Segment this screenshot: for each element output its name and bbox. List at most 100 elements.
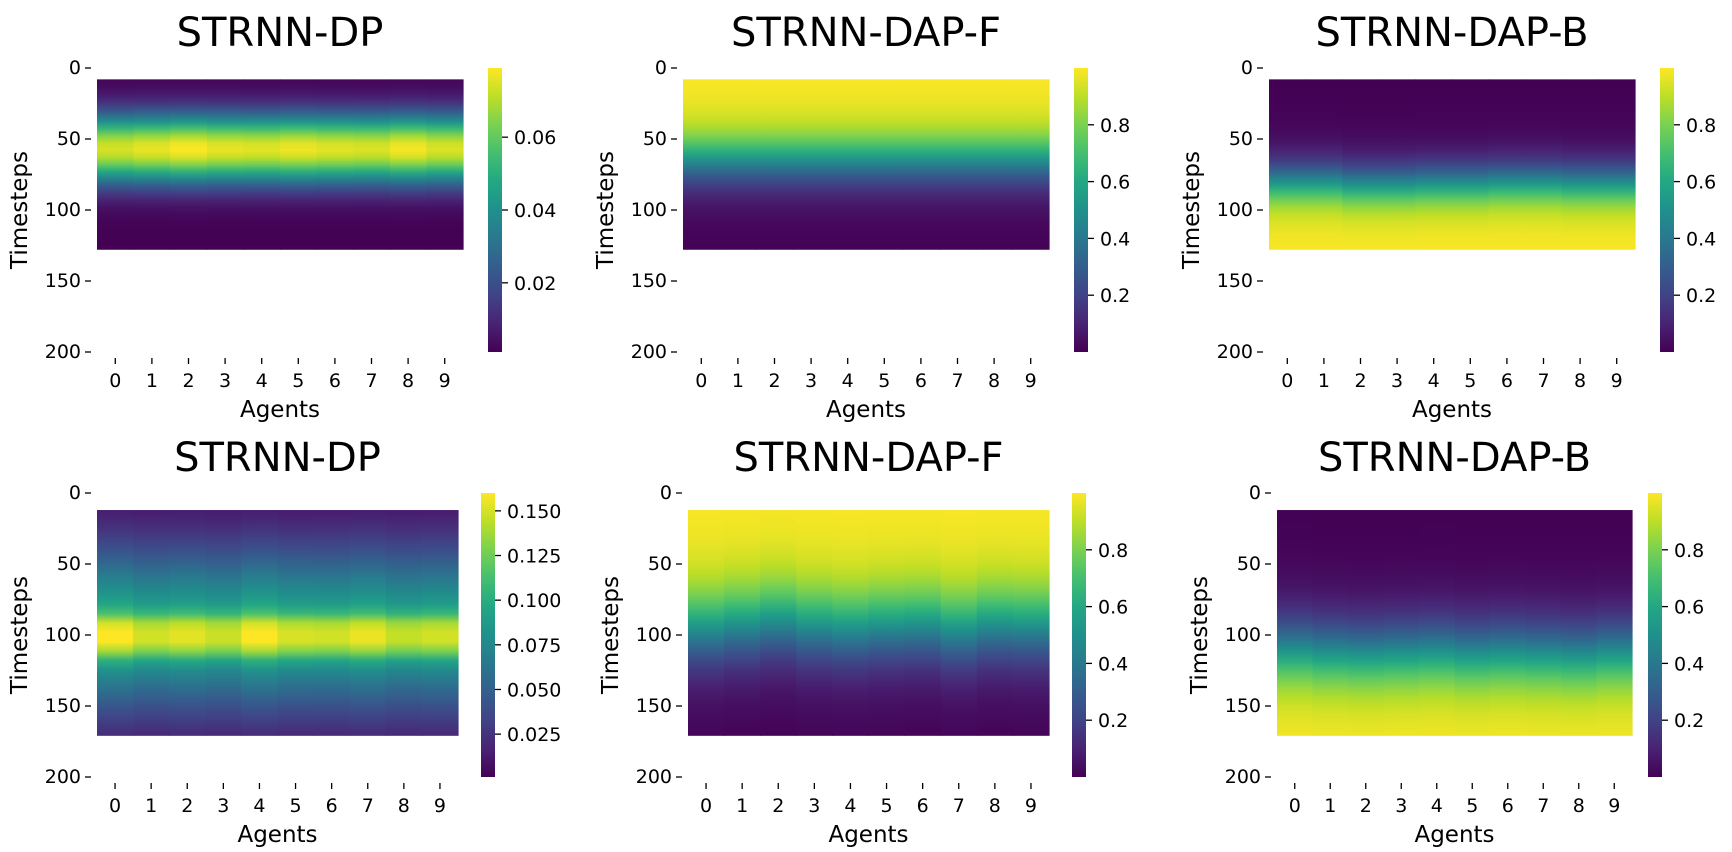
y-tick-label: 0 — [1241, 57, 1253, 79]
x-tick-label: 4 — [842, 370, 854, 392]
chart-title: STRNN-DP — [174, 435, 381, 481]
colorbar — [488, 68, 502, 352]
heatmap-cell-agent-8 — [1561, 510, 1598, 736]
heatmap-cell-agent-7 — [349, 510, 387, 736]
colorbar-tick-label: 0.04 — [514, 200, 556, 222]
heatmap-cell-agent-1 — [133, 79, 171, 250]
y-tick-label: 150 — [631, 270, 667, 292]
y-axis-label: Timesteps — [7, 576, 33, 695]
colorbar-tick-label: 0.8 — [1674, 540, 1704, 562]
y-tick-label: 50 — [1237, 553, 1261, 575]
x-tick-label: 8 — [1574, 370, 1586, 392]
heatmap-cell-agent-3 — [1378, 79, 1416, 250]
x-tick-label: 6 — [915, 370, 927, 392]
x-axis-label: Agents — [826, 397, 906, 423]
heatmap-cell-agent-8 — [976, 510, 1014, 736]
y-tick-label: 0 — [69, 57, 81, 79]
x-tick-label: 9 — [1608, 795, 1620, 817]
x-tick-label: 5 — [881, 795, 893, 817]
y-tick-label: 200 — [45, 341, 81, 363]
heatmap-cell-agent-9 — [421, 510, 459, 736]
y-tick-label: 0 — [69, 482, 81, 504]
heatmap-cell-agent-2 — [1342, 79, 1380, 250]
chart-title: STRNN-DAP-F — [733, 435, 1003, 481]
colorbar-tick-label: 0.02 — [514, 273, 556, 295]
colorbar-tick-label: 0.8 — [1100, 115, 1130, 137]
heatmap-cell-agent-4 — [241, 510, 279, 736]
y-axis-label: Timesteps — [598, 576, 624, 695]
heatmap-cell-agent-9 — [426, 79, 464, 250]
y-tick-label: 150 — [45, 270, 81, 292]
x-tick-label: 1 — [736, 795, 748, 817]
x-tick-label: 7 — [953, 795, 965, 817]
y-tick-label: 0 — [655, 57, 667, 79]
heatmap-cell-agent-5 — [280, 79, 318, 250]
heatmap-cell-agent-3 — [206, 79, 244, 250]
heatmap-cell-agent-3 — [792, 79, 830, 250]
y-tick-label: 200 — [631, 341, 667, 363]
heatmap-cell-agent-7 — [940, 510, 978, 736]
heatmap-cell-agent-3 — [205, 510, 242, 736]
x-tick-label: 2 — [181, 795, 193, 817]
x-axis-label: Agents — [1412, 397, 1492, 423]
x-tick-label: 4 — [1431, 795, 1443, 817]
heatmap-cell-agent-5 — [1454, 510, 1491, 736]
colorbar-tick-label: 0.2 — [1674, 710, 1704, 732]
x-tick-label: 8 — [398, 795, 410, 817]
x-tick-label: 2 — [772, 795, 784, 817]
x-tick-label: 8 — [989, 795, 1001, 817]
heatmap-cell-agent-7 — [353, 79, 391, 250]
x-tick-label: 3 — [808, 795, 820, 817]
x-tick-label: 1 — [146, 370, 158, 392]
heatmap-cell-agent-2 — [169, 510, 206, 736]
x-tick-label: 3 — [1391, 370, 1403, 392]
y-tick-label: 150 — [45, 695, 81, 717]
x-tick-label: 1 — [1318, 370, 1330, 392]
x-tick-label: 7 — [1537, 795, 1549, 817]
colorbar-tick-label: 0.8 — [1098, 540, 1128, 562]
heatmap-cell-agent-9 — [1012, 79, 1050, 250]
y-tick-label: 100 — [636, 624, 672, 646]
heatmap-cell-agent-0 — [97, 79, 135, 250]
heatmap-panel-2: 0 50 100 150 200 0 1 2 3 4 5 6 7 8 9 STRNN-DAP-B Agents T… — [1179, 10, 1716, 423]
heatmap-cell-agent-2 — [760, 510, 797, 736]
x-tick-label: 6 — [329, 370, 341, 392]
colorbar-tick-label: 0.075 — [507, 635, 561, 657]
y-tick-label: 100 — [1225, 624, 1261, 646]
y-axis-label: Timesteps — [1187, 576, 1213, 695]
chart-title: STRNN-DAP-B — [1318, 435, 1591, 481]
x-axis-label: Agents — [828, 822, 908, 848]
y-tick-label: 0 — [660, 482, 672, 504]
heatmap-cell-agent-3 — [1383, 510, 1420, 736]
heatmap-cell-agent-4 — [1419, 510, 1456, 736]
x-tick-label: 4 — [1428, 370, 1440, 392]
colorbar — [1072, 493, 1086, 777]
x-axis-label: Agents — [1414, 822, 1494, 848]
x-tick-label: 4 — [844, 795, 856, 817]
colorbar-tick-label: 0.2 — [1100, 285, 1130, 307]
x-tick-label: 2 — [768, 370, 780, 392]
y-tick-label: 50 — [57, 553, 81, 575]
x-tick-label: 0 — [109, 370, 121, 392]
x-tick-label: 0 — [1281, 370, 1293, 392]
heatmap-panel-1: 0 50 100 150 200 0 1 2 3 4 5 6 7 8 9 STRNN-DAP-F Agents T… — [593, 10, 1130, 423]
x-tick-label: 2 — [182, 370, 194, 392]
x-tick-label: 5 — [878, 370, 890, 392]
heatmap-cell-agent-1 — [133, 510, 170, 736]
heatmap-cell-agent-5 — [277, 510, 315, 736]
x-tick-label: 5 — [290, 795, 302, 817]
x-tick-label: 6 — [326, 795, 338, 817]
chart-title: STRNN-DAP-B — [1315, 10, 1588, 56]
colorbar — [1648, 493, 1662, 777]
x-tick-label: 8 — [402, 370, 414, 392]
heatmap-cell-agent-5 — [1452, 79, 1490, 250]
x-tick-label: 7 — [365, 370, 377, 392]
colorbar — [1074, 68, 1088, 352]
colorbar-tick-label: 0.150 — [507, 501, 561, 523]
x-tick-label: 7 — [1537, 370, 1549, 392]
x-tick-label: 8 — [988, 370, 1000, 392]
heatmap-cell-agent-0 — [688, 510, 725, 736]
heatmap-cell-agent-7 — [1525, 79, 1563, 250]
heatmap-cell-agent-6 — [902, 79, 940, 250]
